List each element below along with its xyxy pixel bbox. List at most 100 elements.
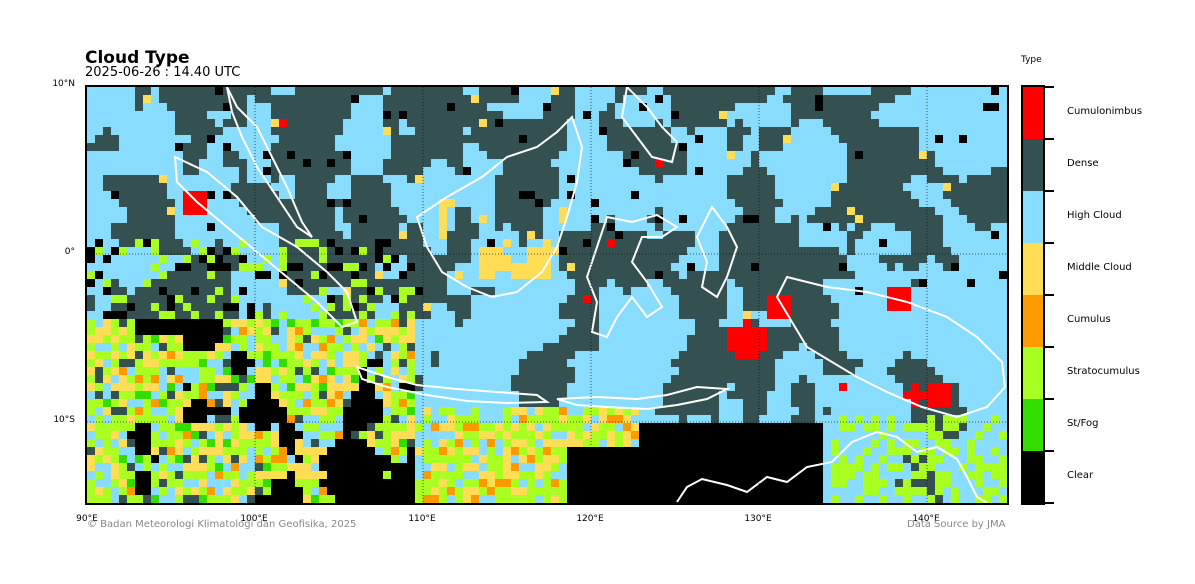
cloud-cell [95, 143, 103, 151]
cloud-cell [743, 271, 751, 279]
cloud-cell [431, 87, 439, 95]
cloud-cell [191, 207, 199, 215]
cloud-cell [615, 439, 623, 447]
cloud-cell [303, 327, 311, 335]
cloud-cell [183, 455, 191, 463]
cloud-cell [167, 343, 175, 351]
cloud-cell [559, 343, 567, 351]
cloud-cell [359, 191, 367, 199]
cloud-cell [479, 423, 487, 431]
cloud-cell [407, 111, 415, 119]
cloud-cell [759, 447, 767, 455]
cloud-cell [231, 255, 239, 263]
cloud-cell [679, 359, 687, 367]
cloud-cell [183, 431, 191, 439]
cloud-cell [735, 479, 743, 487]
cloud-cell [903, 215, 911, 223]
cloud-cell [863, 423, 871, 431]
cloud-cell [519, 263, 527, 271]
cloud-cell [159, 327, 167, 335]
cloud-cell [367, 255, 375, 263]
cloud-cell [143, 375, 151, 383]
cloud-cell [295, 207, 303, 215]
cloud-cell [487, 239, 495, 247]
cloud-cell [783, 327, 791, 335]
cloud-cell [311, 127, 319, 135]
cloud-cell [615, 263, 623, 271]
cloud-cell [383, 447, 391, 455]
cloud-cell [183, 303, 191, 311]
cloud-cell [175, 87, 183, 95]
cloud-cell [327, 159, 335, 167]
cloud-cell [247, 199, 255, 207]
cloud-cell [383, 183, 391, 191]
cloud-cell [375, 327, 383, 335]
cloud-cell [791, 111, 799, 119]
cloud-cell [151, 351, 159, 359]
cloud-cell [279, 255, 287, 263]
cloud-cell [855, 223, 863, 231]
cloud-type-map[interactable] [85, 85, 1009, 505]
cloud-cell [87, 399, 95, 407]
cloud-cell [287, 263, 295, 271]
cloud-cell [391, 239, 399, 247]
cloud-cell [343, 87, 351, 95]
cloud-cell [327, 175, 335, 183]
cloud-cell [751, 431, 759, 439]
cloud-cell [903, 487, 911, 495]
cloud-cell [527, 431, 535, 439]
cloud-cell [223, 263, 231, 271]
cloud-cell [415, 311, 423, 319]
cloud-cell [887, 87, 895, 95]
cloud-cell [455, 415, 463, 423]
cloud-cell [559, 215, 567, 223]
cloud-cell [599, 471, 607, 479]
cloud-cell [775, 423, 783, 431]
cloud-cell [415, 143, 423, 151]
cloud-cell [887, 167, 895, 175]
cloud-cell [151, 447, 159, 455]
cloud-cell [439, 143, 447, 151]
cloud-cell [559, 447, 567, 455]
cloud-cell [471, 479, 479, 487]
cloud-cell [119, 383, 127, 391]
cloud-cell [343, 159, 351, 167]
cloud-cell [199, 479, 207, 487]
cloud-cell [335, 95, 343, 103]
cloud-cell [143, 199, 151, 207]
cloud-cell [663, 463, 671, 471]
legend-swatch [1023, 295, 1043, 347]
cloud-cell [743, 191, 751, 199]
cloud-cell [367, 223, 375, 231]
coastline-java [355, 365, 551, 405]
cloud-cell [751, 407, 759, 415]
cloud-cell [727, 127, 735, 135]
cloud-cell [431, 359, 439, 367]
cloud-cell [543, 255, 551, 263]
cloud-cell [847, 103, 855, 111]
cloud-cell [375, 215, 383, 223]
cloud-cell [351, 391, 359, 399]
cloud-cell [679, 87, 687, 95]
cloud-cell [767, 263, 775, 271]
cloud-cell [687, 239, 695, 247]
cloud-cell [199, 335, 207, 343]
cloud-cell [183, 103, 191, 111]
cloud-cell [327, 367, 335, 375]
cloud-cell [711, 103, 719, 111]
cloud-cell [951, 415, 959, 423]
cloud-cell [511, 375, 519, 383]
cloud-cell [519, 127, 527, 135]
cloud-cell [807, 423, 815, 431]
cloud-cell [591, 431, 599, 439]
cloud-cell [239, 375, 247, 383]
cloud-cell [799, 95, 807, 103]
cloud-cell [791, 327, 799, 335]
cloud-cell [743, 239, 751, 247]
cloud-cell [895, 463, 903, 471]
cloud-cell [895, 183, 903, 191]
cloud-cell [263, 183, 271, 191]
cloud-cell [743, 407, 751, 415]
cloud-cell [255, 423, 263, 431]
cloud-cell [687, 231, 695, 239]
